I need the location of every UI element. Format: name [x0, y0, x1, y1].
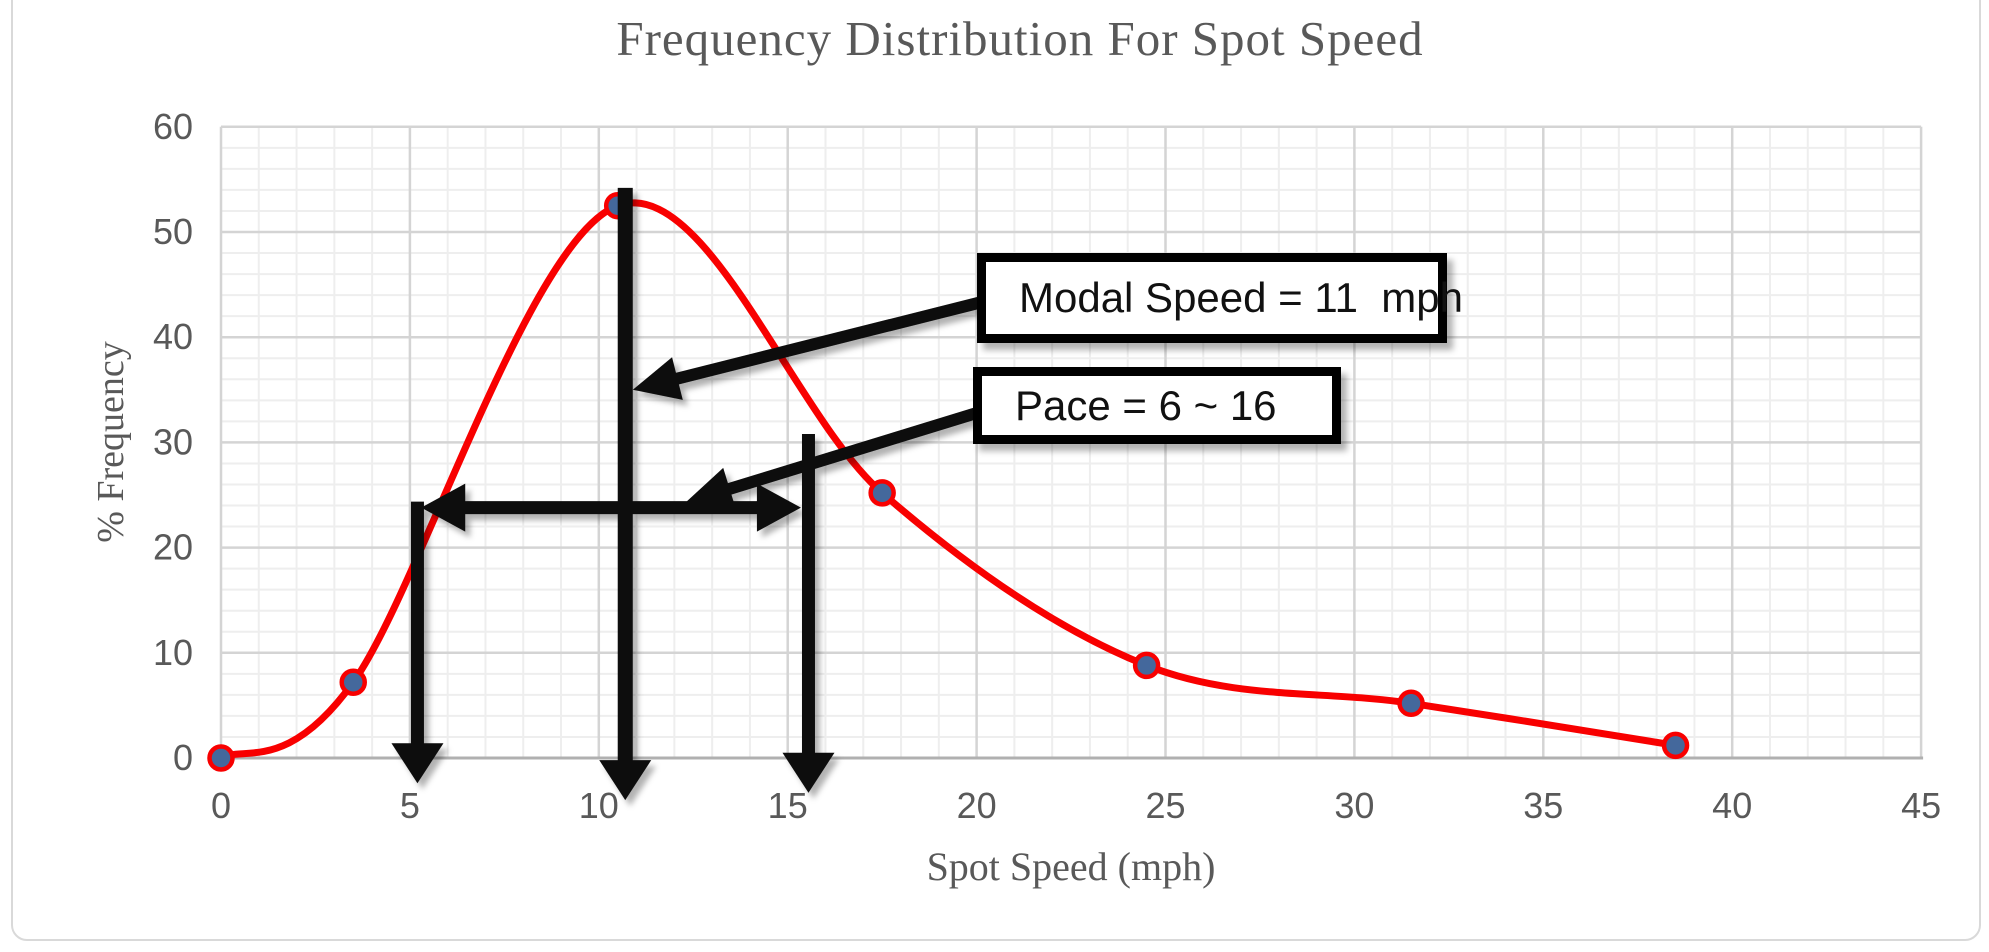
modal-speed-line-arrow	[599, 187, 652, 801]
x-tick-label: 25	[1145, 785, 1185, 826]
y-tick-label: 30	[153, 421, 193, 462]
pace-callout-arrow	[685, 407, 978, 510]
x-tick-label: 40	[1712, 785, 1752, 826]
x-axis-title: Spot Speed (mph)	[926, 844, 1216, 889]
data-point-marker	[1132, 651, 1161, 680]
x-tick-label: 45	[1901, 785, 1941, 826]
pace-callout-label: Pace = 6 ~ 16	[1015, 381, 1277, 429]
y-tick-label: 60	[153, 106, 193, 147]
x-tick-label: 15	[768, 785, 808, 826]
annotation-arrows	[391, 187, 982, 801]
y-axis-title: % Frequency	[90, 341, 132, 543]
data-point-markers	[207, 191, 1690, 772]
x-tick-label: 5	[400, 785, 420, 826]
x-tick-label: 30	[1334, 785, 1374, 826]
data-point-marker	[207, 744, 235, 772]
pace-callout-box: Pace = 6 ~ 16	[973, 367, 1341, 444]
y-tick-label: 20	[153, 527, 193, 568]
y-tick-label: 0	[173, 737, 193, 778]
chart-title: Frequency Distribution For Spot Speed	[616, 11, 1424, 66]
x-tick-label: 0	[211, 785, 231, 826]
chart-outer-border	[11, 0, 1981, 941]
x-tick-label: 35	[1523, 785, 1563, 826]
data-point-marker	[1661, 731, 1690, 760]
data-point-marker	[339, 668, 367, 697]
x-tick-label: 20	[957, 785, 997, 826]
data-point-marker	[1397, 689, 1425, 718]
x-tick-label: 10	[579, 785, 619, 826]
modal-speed-callout-label: Modal Speed = 11 mph	[1019, 274, 1464, 321]
y-tick-label: 40	[153, 316, 193, 357]
data-point-marker	[868, 479, 896, 507]
y-tick-label: 10	[153, 632, 193, 673]
modal-speed-callout-arrow	[632, 296, 982, 400]
pace-right-drop-arrow	[782, 433, 835, 793]
y-tick-label: 50	[153, 211, 193, 252]
axis-tick-labels: 0 10 20 30 40 50 60 0 5 10 15 20 25 30 35 40 45	[153, 106, 1941, 826]
pace-range-arrow	[421, 483, 801, 532]
pace-left-drop-arrow	[391, 501, 444, 784]
modal-speed-callout-box: Modal Speed = 11 mph	[977, 253, 1463, 343]
